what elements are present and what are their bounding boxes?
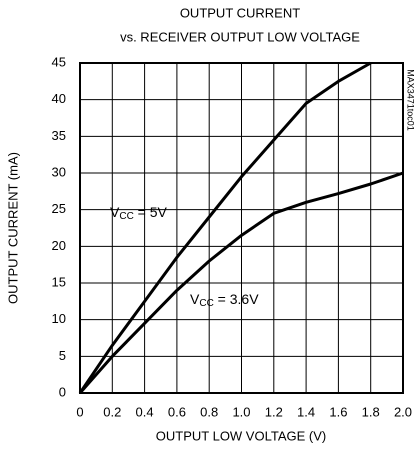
x-axis-label: OUTPUT LOW VOLTAGE (V) [156,428,326,443]
series-label: VCC = 5V [110,204,168,222]
label-part: = 3.6V [214,291,259,307]
x-tick-label: 1.6 [329,404,347,419]
label-part: V [110,204,120,220]
x-tick-label: 0 [76,404,83,419]
y-tick-label: 10 [52,311,66,326]
y-tick-label: 20 [52,238,66,253]
x-tick-label: 1.8 [362,404,380,419]
line-series [78,61,372,394]
x-tick-label: 0.8 [200,404,218,419]
side-code: MAX3471toc01 [406,69,416,131]
y-axis-label: OUTPUT CURRENT (mA) [5,152,20,304]
x-tick-label: 1.4 [297,404,315,419]
y-tick-label: 40 [52,91,66,106]
y-tick-label: 30 [52,164,66,179]
label-part: = 5V [134,204,168,220]
y-tick-label: 45 [52,54,66,69]
plot-frame [79,62,404,394]
x-tick-label: 0.2 [103,404,121,419]
x-tick-label: 1.2 [265,404,283,419]
line-series [78,171,404,394]
label-part: V [190,291,200,307]
label-subscript: CC [199,298,213,309]
x-tick-label: 0.4 [136,404,154,419]
label-subscript: CC [119,211,133,222]
x-tick-label: 0.6 [168,404,186,419]
y-tick-label: 15 [52,274,66,289]
x-tick-label: 2.0 [394,404,412,419]
y-tick-label: 5 [59,348,66,363]
series-label: VCC = 3.6V [190,291,259,309]
y-tick-label: 35 [52,128,66,143]
chart-title: OUTPUT CURRENT [180,5,300,20]
x-tick-label: 1.0 [232,404,250,419]
y-tick-label: 0 [59,384,66,399]
chart-title: vs. RECEIVER OUTPUT LOW VOLTAGE [120,29,360,44]
y-tick-label: 25 [52,201,66,216]
